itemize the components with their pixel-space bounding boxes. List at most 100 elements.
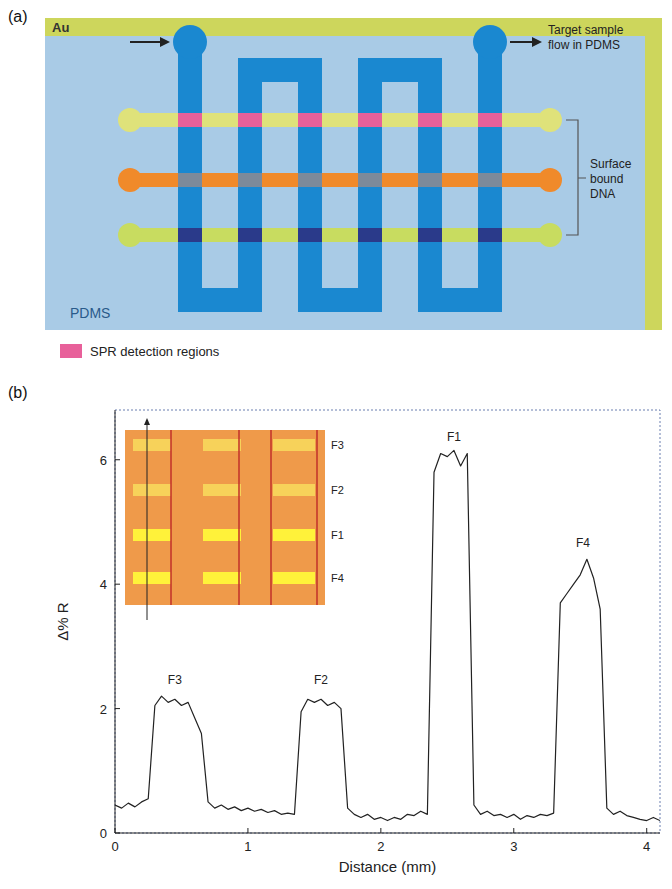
dna-port [118, 108, 142, 132]
dna-port [538, 108, 562, 132]
dna-port [538, 168, 562, 192]
dna-port [118, 223, 142, 247]
y-axis-title: Δ% R [54, 602, 71, 641]
detection-region [238, 113, 262, 127]
x-tick [115, 828, 116, 833]
text-line: flow in PDMS [548, 38, 620, 52]
figure: (a) Au PDMS Target sampleflow in PDMS Surfac… [0, 0, 672, 889]
inset-channel-edge [316, 430, 318, 605]
inset-label: F4 [331, 572, 344, 584]
detection-region [178, 228, 202, 242]
pdms-label: PDMS [70, 305, 110, 321]
inset-band [203, 484, 241, 496]
x-tick-label: 2 [377, 839, 384, 854]
detection-region [178, 173, 202, 187]
dna-strip [130, 228, 550, 242]
x-tick [646, 828, 647, 833]
dna-label: SurfaceboundDNA [590, 157, 632, 201]
y-axis [115, 410, 116, 833]
y-tick-label: 6 [100, 453, 107, 468]
detection-region [298, 228, 322, 242]
panel-label: (b) [8, 384, 28, 401]
inlet-arrow [130, 41, 164, 43]
detection-region [298, 113, 322, 127]
x-axis-title: Distance (mm) [339, 858, 437, 875]
y-tick-label: 4 [100, 577, 107, 592]
inset-profile-arrow [144, 418, 150, 425]
dna-strip [130, 113, 550, 127]
detection-region [238, 228, 262, 242]
detection-region [358, 173, 382, 187]
text-line: Target sample [548, 23, 624, 37]
inlet-arrowhead [160, 37, 170, 47]
inset-label: F1 [331, 529, 344, 541]
x-axis [115, 833, 660, 834]
inset-band [133, 572, 171, 584]
au-layer [45, 18, 662, 330]
dna-port [118, 168, 142, 192]
y-tick [115, 708, 120, 709]
dna-port [538, 223, 562, 247]
outlet [473, 25, 507, 59]
inset-band [133, 484, 171, 496]
y-tick [115, 459, 120, 460]
text-line: DNA [590, 187, 615, 201]
detection-region [418, 113, 442, 127]
inset-profile-line [147, 420, 148, 620]
x-tick [247, 828, 248, 833]
x-tick [513, 828, 514, 833]
x-tick-label: 3 [510, 839, 517, 854]
plot-frame [115, 410, 660, 833]
inset-band [133, 439, 171, 451]
inset-band [273, 572, 315, 584]
legend-label: SPR detection regions [90, 344, 220, 359]
inset-channel-edge [238, 430, 240, 605]
detection-region [298, 173, 322, 187]
inlet [173, 25, 207, 59]
dna-bracket [566, 120, 586, 235]
inset-channel-edge [170, 430, 172, 605]
detection-region [478, 173, 502, 187]
detection-region [238, 173, 262, 187]
legend-swatch [60, 344, 82, 358]
inset: F3F2F1F4 [125, 418, 344, 620]
pdms-layer [45, 36, 645, 330]
inset-band [203, 572, 241, 584]
y-tick-label: 0 [100, 826, 107, 841]
inset-image [125, 430, 325, 605]
peak-label: F4 [576, 536, 590, 550]
detection-region [418, 173, 442, 187]
detection-region [178, 113, 202, 127]
x-tick [380, 828, 381, 833]
detection-region [358, 228, 382, 242]
peak-label: F3 [168, 673, 182, 687]
inset-band [133, 529, 171, 541]
x-tick-label: 1 [244, 839, 251, 854]
panel-a: (a) Au PDMS Target sampleflow in PDMS Surfac… [8, 8, 662, 359]
au-label: Au [52, 20, 69, 35]
inset-band [273, 439, 315, 451]
x-tick-label: 0 [111, 839, 118, 854]
dna-strip [130, 173, 550, 187]
panel-label: (a) [8, 8, 28, 25]
y-tick [115, 584, 120, 585]
peak-label: F2 [314, 673, 328, 687]
flow-channel [190, 42, 490, 300]
y-tick [115, 833, 120, 834]
inset-band [273, 529, 315, 541]
inset-band [273, 484, 315, 496]
x-tick-label: 4 [643, 839, 650, 854]
outlet-arrowhead [532, 37, 542, 47]
detection-region [418, 228, 442, 242]
panel-b: (b) 0 1 2 3 4 0 2 4 6 Distance (mm) Δ% R F3 F2 F1 F4 F3 F… [8, 384, 660, 875]
y-tick-label: 2 [100, 702, 107, 717]
detection-region [358, 113, 382, 127]
inset-band [203, 529, 241, 541]
text-line: Surface [590, 157, 632, 171]
detection-region [478, 113, 502, 127]
detection-region [478, 228, 502, 242]
peak-label: F1 [447, 430, 461, 444]
inset-channel-edge [270, 430, 272, 605]
inset-band [203, 439, 241, 451]
inset-label: F3 [331, 439, 344, 451]
